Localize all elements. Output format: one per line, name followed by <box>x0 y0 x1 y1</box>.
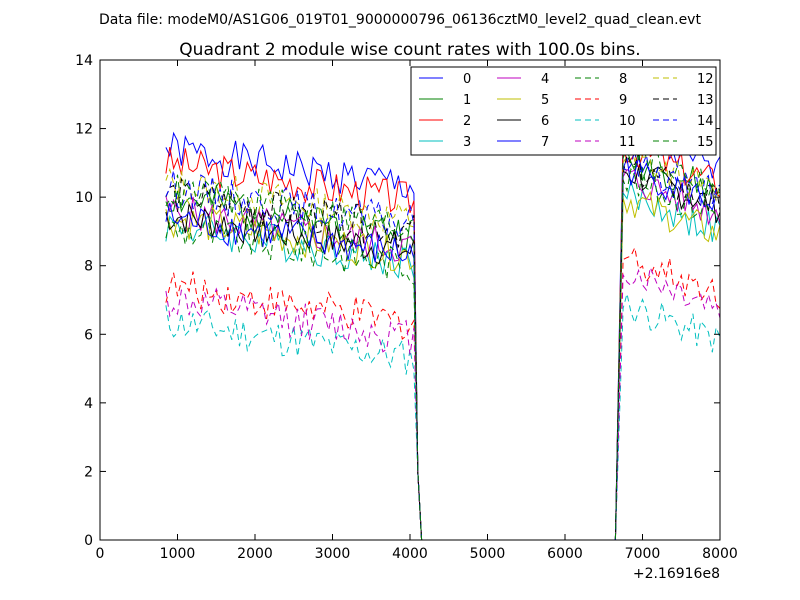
series-line-13 <box>165 153 720 540</box>
x-tick-label: 4000 <box>392 546 428 562</box>
y-tick-label: 2 <box>84 464 93 480</box>
series-line-2 <box>165 138 720 540</box>
legend-label-2: 2 <box>463 114 471 129</box>
y-tick-label: 14 <box>75 53 93 69</box>
series-line-8 <box>165 167 720 540</box>
x-tick-label: 3000 <box>315 546 351 562</box>
series-line-11 <box>165 265 720 540</box>
legend-label-9: 9 <box>619 93 627 108</box>
x-tick-label: 0 <box>96 546 105 562</box>
series-line-7 <box>165 155 720 540</box>
y-tick-label: 6 <box>84 327 93 343</box>
x-tick-label: 6000 <box>547 546 583 562</box>
legend-box <box>410 66 717 156</box>
series-line-4 <box>165 168 720 540</box>
chart-title: Quadrant 2 module wise count rates with … <box>179 40 640 60</box>
x-tick-label: 5000 <box>470 546 506 562</box>
legend-label-4: 4 <box>541 72 549 87</box>
chart-suptitle: Data file: modeM0/AS1G06_019T01_90000007… <box>99 12 701 28</box>
legend-label-1: 1 <box>463 93 471 108</box>
legend-label-0: 0 <box>463 72 471 87</box>
legend-label-15: 15 <box>697 135 714 150</box>
legend-label-12: 12 <box>697 72 714 87</box>
legend-label-7: 7 <box>541 135 549 150</box>
series-line-14 <box>165 150 720 540</box>
ticks-layer: 0 1000 2000 3000 4000 5000 6000 7000 80000246810… <box>75 53 738 562</box>
series-line-9 <box>165 246 720 540</box>
legend-label-14: 14 <box>697 114 714 129</box>
series-layer <box>165 121 720 540</box>
legend-label-11: 11 <box>619 135 636 150</box>
x-tick-label: 8000 <box>702 546 738 562</box>
x-tick-label: 2000 <box>237 546 273 562</box>
y-tick-label: 4 <box>84 396 93 412</box>
y-tick-label: 10 <box>75 190 93 206</box>
x-tick-label: 1000 <box>160 546 196 562</box>
series-line-6 <box>165 166 720 540</box>
series-line-10 <box>165 293 720 540</box>
x-offset-label: +2.16916e8 <box>633 566 720 582</box>
x-tick-label: 7000 <box>625 546 661 562</box>
legend-label-3: 3 <box>463 135 471 150</box>
y-tick-label: 8 <box>84 259 93 275</box>
series-line-12 <box>165 144 720 540</box>
series-line-3 <box>165 180 720 540</box>
legend-label-8: 8 <box>619 72 627 87</box>
series-line-15 <box>165 140 720 540</box>
y-tick-label: 0 <box>84 533 93 549</box>
legend-label-5: 5 <box>541 93 549 108</box>
legend-label-10: 10 <box>619 114 636 129</box>
legend-label-6: 6 <box>541 114 549 129</box>
y-tick-label: 12 <box>75 122 93 138</box>
legend-label-13: 13 <box>697 93 714 108</box>
